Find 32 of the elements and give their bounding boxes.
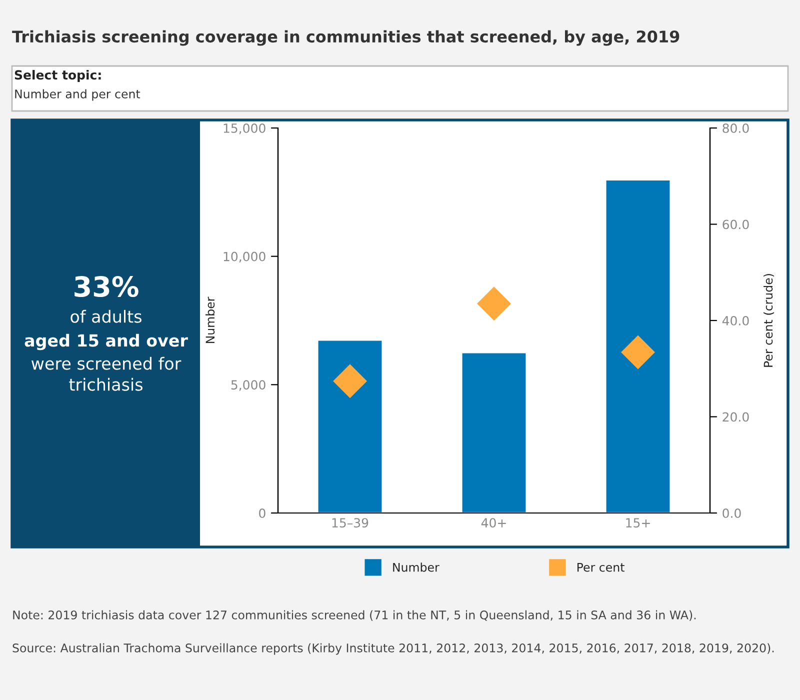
y2-tick-label: 80.0 [722,123,749,133]
text: aged 15 and over [24,334,188,350]
y2-axis-title: Per cent (crude) [764,274,774,367]
legend-label: Number [393,562,440,572]
text: trichiasis [69,378,142,391]
x-tick-label: 40+ [481,518,506,528]
point [332,364,368,398]
text: of adults [70,310,142,323]
bar [460,352,528,513]
text: Note: 2019 trichiasis data cover 127 communities screened (71 in the NT, 5 in Queensland, 15 in SA and 36 in WA). [13,610,696,621]
x-tick-label: 15–39 [332,518,368,528]
text: Number and per cent [15,89,140,101]
y2-tick-label: 0.0 [722,508,741,518]
legend-label: Per cent [577,562,624,572]
chart-title: Trichiasis screening coverage in communities that screened, by age, 2019 [12,30,680,46]
bar [604,179,672,513]
text: Select topic: [14,70,101,82]
y2-tick-label: 60.0 [722,220,749,230]
point [620,335,656,370]
point [476,286,512,321]
text: were screened for [32,356,182,370]
y-tick-label: 0 [259,508,266,518]
text: 33% [74,276,138,298]
bar [316,339,384,513]
source-note: Source: Australian Trachoma Surveillance reports (Kirby Institute 2011, 2012, 2013, 2014, 2015, 2016, 2017, 2018, 2019, 2020). [12,643,774,655]
y-tick-label: 5,000 [231,380,266,391]
y2-tick-label: 20.0 [722,412,749,422]
y2-tick-label: 40.0 [722,316,749,326]
y-tick-label: 10,000 [224,252,266,263]
x-tick-label: 15+ [626,518,650,528]
y-axis-title: Number [205,296,215,344]
y-tick-label: 15,000 [224,123,266,134]
